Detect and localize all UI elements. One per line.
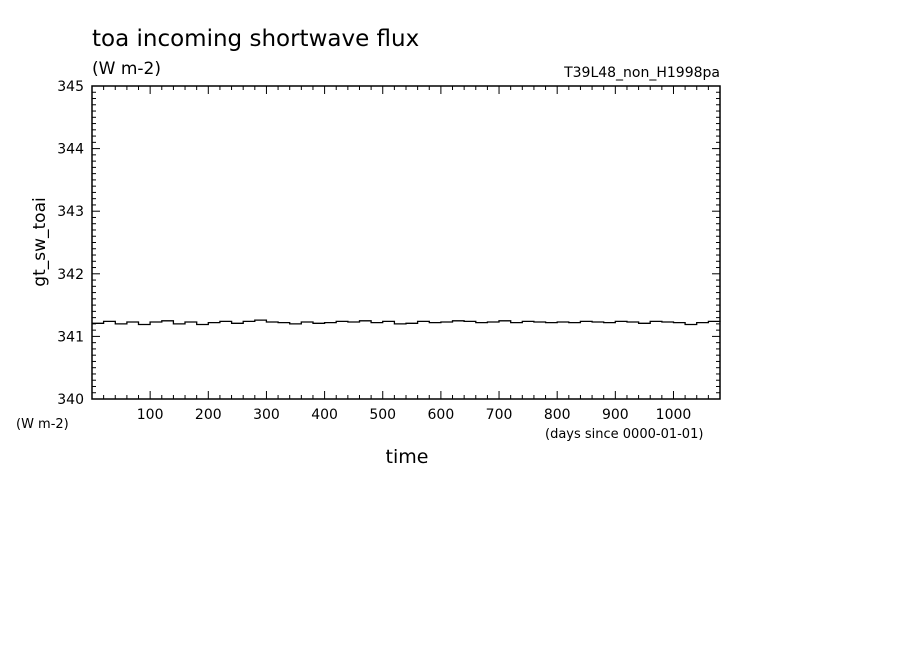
x-tick-label: 600 xyxy=(428,407,455,423)
y-tick-label: 345 xyxy=(57,79,84,95)
y-tick-label: 344 xyxy=(57,142,84,158)
x-tick-label: 800 xyxy=(544,407,571,423)
x-tick-label: 400 xyxy=(311,407,338,423)
tick-marks xyxy=(92,86,720,399)
chart-units: (W m-2) xyxy=(92,59,161,79)
x-tick-label: 300 xyxy=(253,407,280,423)
y-tick-label: 341 xyxy=(57,329,84,345)
y-axis-units: (W m-2) xyxy=(16,417,69,432)
x-tick-label: 500 xyxy=(369,407,396,423)
tick-labels: 100 200 300 400 500 600 700 800 900 1000 340 341 342… xyxy=(57,79,691,423)
x-axis-units: (days since 0000-01-01) xyxy=(545,427,703,442)
series-line xyxy=(92,319,721,326)
x-tick-label: 200 xyxy=(195,407,222,423)
x-tick-label: 700 xyxy=(486,407,513,423)
chart-title: toa incoming shortwave flux xyxy=(92,26,419,52)
x-tick-label: 900 xyxy=(602,407,629,423)
x-axis-label: time xyxy=(386,446,429,468)
plot-frame xyxy=(91,85,721,400)
run-label: T39L48_non_H1998pa xyxy=(563,65,720,81)
x-tick-label: 100 xyxy=(137,407,164,423)
y-tick-label: 343 xyxy=(57,204,84,220)
y-tick-label: 342 xyxy=(57,267,84,283)
x-tick-label: 1000 xyxy=(656,407,692,423)
axes xyxy=(91,85,721,400)
y-tick-label: 340 xyxy=(57,392,84,408)
y-axis-label: gt_sw_toai xyxy=(30,197,50,286)
